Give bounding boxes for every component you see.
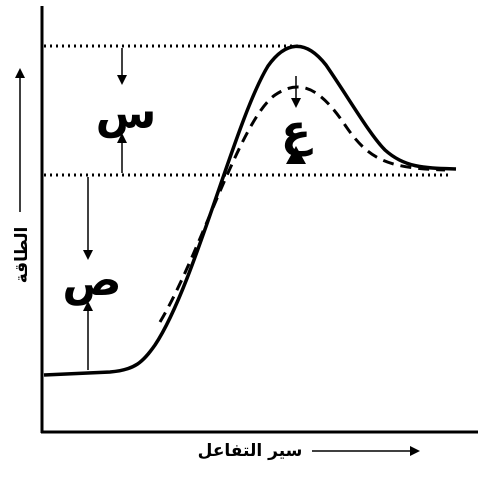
ain-arrow-up-head <box>286 146 306 164</box>
sad-label: ص <box>62 255 121 306</box>
s-label: س <box>96 88 157 139</box>
uncatalyzed-curve <box>43 44 457 377</box>
x-axis-label: سير التفاعل <box>198 441 303 461</box>
ain-label: ع <box>281 106 313 157</box>
y-axis-label: الطاقة <box>12 227 32 284</box>
catalyzed-curve <box>158 85 446 323</box>
